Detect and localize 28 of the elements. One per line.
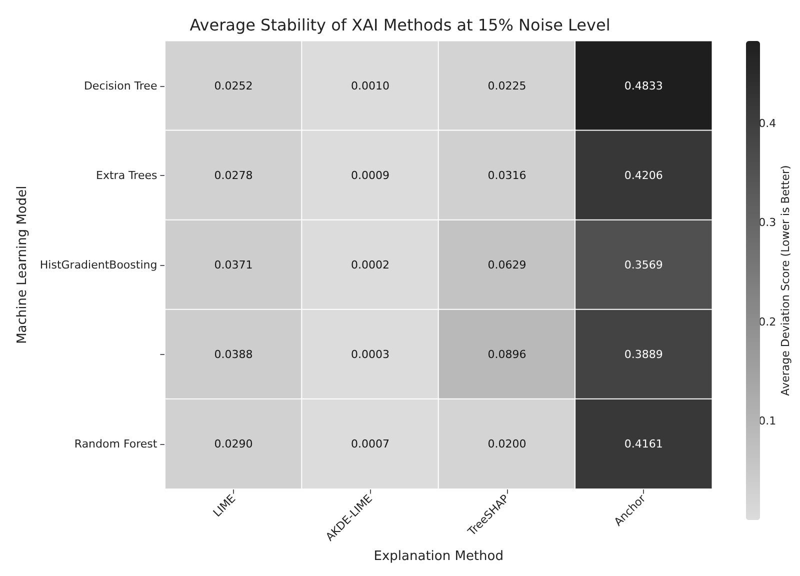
data-label: 0.0371 xyxy=(214,258,253,272)
data-label: 0.0290 xyxy=(214,437,253,450)
data-label: 0.0003 xyxy=(351,348,390,361)
data-label: 0.0278 xyxy=(214,168,253,182)
data-label: 0.4206 xyxy=(624,168,663,182)
x-axis-title: Explanation Method xyxy=(374,549,504,564)
data-label: 0.0225 xyxy=(488,79,526,92)
data-label: 0.0629 xyxy=(488,258,526,272)
data-label: 0.3889 xyxy=(624,348,663,361)
data-label: 0.0316 xyxy=(488,168,526,182)
y-tick-label: Random Forest xyxy=(74,437,158,450)
y-tick-label: Decision Tree xyxy=(84,79,158,92)
y-tick-label: HistGradientBoosting xyxy=(40,258,158,272)
chart-title: Average Stability of XAI Methods at 15% Noise Level xyxy=(190,16,610,34)
y-axis-title: Machine Learning Model xyxy=(15,186,30,344)
data-label: 0.4833 xyxy=(624,79,663,92)
data-label: 0.0007 xyxy=(351,437,390,450)
data-label: 0.0010 xyxy=(351,79,390,92)
data-label: 0.0388 xyxy=(214,348,253,361)
data-label: 0.0252 xyxy=(214,79,253,92)
data-label: 0.0200 xyxy=(488,437,526,450)
data-label: 0.0002 xyxy=(351,258,390,272)
data-label: 0.4161 xyxy=(624,437,663,450)
data-label: 0.3569 xyxy=(624,258,663,272)
color-bar-title: Average Deviation Score (Lower is Better) xyxy=(779,165,792,396)
data-label: 0.0896 xyxy=(488,348,526,361)
data-label: 0.0009 xyxy=(351,168,390,182)
y-tick-label: Extra Trees xyxy=(96,168,158,182)
